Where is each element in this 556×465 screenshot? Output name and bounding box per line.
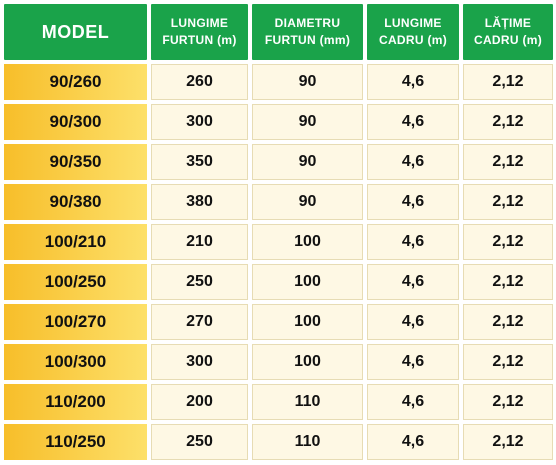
hose-diameter-cell: 100 bbox=[252, 304, 363, 340]
hose-diameter-cell: 90 bbox=[252, 64, 363, 100]
header-model: MODEL bbox=[4, 4, 147, 60]
model-cell: 90/300 bbox=[4, 104, 147, 140]
hose-length-cell: 300 bbox=[151, 344, 248, 380]
hose-length-cell: 300 bbox=[151, 104, 248, 140]
frame-length-cell: 4,6 bbox=[367, 384, 459, 420]
hose-diameter-cell: 90 bbox=[252, 144, 363, 180]
hose-length-cell: 270 bbox=[151, 304, 248, 340]
hose-length-cell: 250 bbox=[151, 264, 248, 300]
model-cell: 90/380 bbox=[4, 184, 147, 220]
frame-width-cell: 2,12 bbox=[463, 344, 553, 380]
hose-diameter-cell: 90 bbox=[252, 184, 363, 220]
frame-length-cell: 4,6 bbox=[367, 104, 459, 140]
header-hose-length: LUNGIME FURTUN (m) bbox=[151, 4, 248, 60]
hose-diameter-cell: 90 bbox=[252, 104, 363, 140]
model-cell: 110/250 bbox=[4, 424, 147, 460]
model-cell: 100/270 bbox=[4, 304, 147, 340]
hose-length-cell: 250 bbox=[151, 424, 248, 460]
frame-width-cell: 2,12 bbox=[463, 104, 553, 140]
model-cell: 100/300 bbox=[4, 344, 147, 380]
hose-diameter-cell: 110 bbox=[252, 424, 363, 460]
hose-length-cell: 350 bbox=[151, 144, 248, 180]
frame-length-cell: 4,6 bbox=[367, 184, 459, 220]
frame-width-cell: 2,12 bbox=[463, 224, 553, 260]
model-cell: 100/250 bbox=[4, 264, 147, 300]
hose-length-cell: 210 bbox=[151, 224, 248, 260]
frame-length-cell: 4,6 bbox=[367, 224, 459, 260]
hose-diameter-cell: 100 bbox=[252, 344, 363, 380]
hose-length-cell: 200 bbox=[151, 384, 248, 420]
hose-length-cell: 260 bbox=[151, 64, 248, 100]
frame-width-cell: 2,12 bbox=[463, 144, 553, 180]
model-cell: 110/200 bbox=[4, 384, 147, 420]
frame-length-cell: 4,6 bbox=[367, 64, 459, 100]
header-frame-length: LUNGIME CADRU (m) bbox=[367, 4, 459, 60]
hose-diameter-cell: 100 bbox=[252, 224, 363, 260]
frame-length-cell: 4,6 bbox=[367, 304, 459, 340]
spec-table: MODEL LUNGIME FURTUN (m) DIAMETRU FURTUN (mm… bbox=[4, 4, 553, 460]
frame-length-cell: 4,6 bbox=[367, 144, 459, 180]
model-cell: 90/260 bbox=[4, 64, 147, 100]
header-frame-width: LĂȚIME CADRU (m) bbox=[463, 4, 553, 60]
frame-width-cell: 2,12 bbox=[463, 424, 553, 460]
frame-length-cell: 4,6 bbox=[367, 424, 459, 460]
hose-diameter-cell: 100 bbox=[252, 264, 363, 300]
hose-length-cell: 380 bbox=[151, 184, 248, 220]
header-hose-diameter: DIAMETRU FURTUN (mm) bbox=[252, 4, 363, 60]
frame-width-cell: 2,12 bbox=[463, 64, 553, 100]
frame-length-cell: 4,6 bbox=[367, 344, 459, 380]
frame-width-cell: 2,12 bbox=[463, 264, 553, 300]
frame-width-cell: 2,12 bbox=[463, 304, 553, 340]
hose-diameter-cell: 110 bbox=[252, 384, 363, 420]
model-cell: 90/350 bbox=[4, 144, 147, 180]
frame-width-cell: 2,12 bbox=[463, 184, 553, 220]
model-cell: 100/210 bbox=[4, 224, 147, 260]
frame-length-cell: 4,6 bbox=[367, 264, 459, 300]
frame-width-cell: 2,12 bbox=[463, 384, 553, 420]
